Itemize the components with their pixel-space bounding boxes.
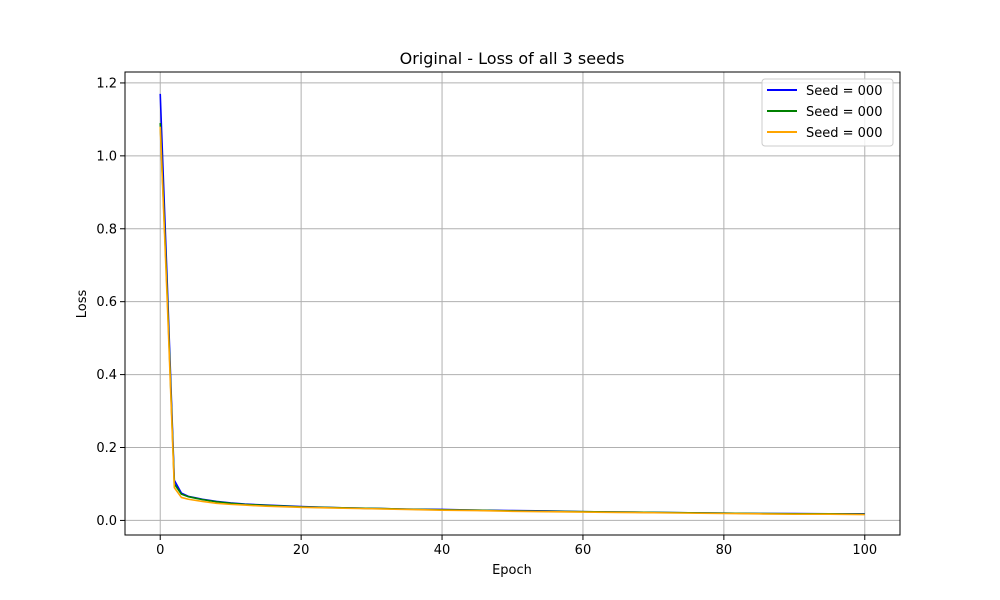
legend-box xyxy=(761,78,894,147)
x-tick-label: 100 xyxy=(852,543,877,558)
x-tick-label: 60 xyxy=(575,543,592,558)
series-layer xyxy=(159,93,865,516)
y-tick-label: 0.4 xyxy=(96,368,117,383)
chart-title: Original - Loss of all 3 seeds xyxy=(400,49,625,68)
y-tick-label: 1.0 xyxy=(96,149,117,164)
y-tick-label: 0.2 xyxy=(96,441,117,456)
y-tick-label: 0.0 xyxy=(96,514,117,529)
x-tick-label: 0 xyxy=(156,543,164,558)
x-tick-label: 40 xyxy=(434,543,451,558)
legend-label-seed-3: Seed = 000 xyxy=(806,126,882,141)
series-line-seed-3 xyxy=(159,126,865,516)
y-tick-label: 0.8 xyxy=(96,222,117,237)
y-axis-label: Loss xyxy=(75,290,90,319)
x-axis-label: Epoch xyxy=(492,563,532,578)
y-tick-label: 0.6 xyxy=(96,295,117,310)
tick-layer: 0 20 40 60 80 100 0.0 0.2 0.4 0.6 0.8 1.0 1.2 xyxy=(96,76,877,558)
y-tick-label: 1.2 xyxy=(96,76,117,91)
legend-label-seed-1: Seed = 000 xyxy=(806,84,882,99)
plot-frame xyxy=(124,71,901,536)
x-tick-label: 20 xyxy=(293,543,310,558)
x-tick-label: 80 xyxy=(716,543,733,558)
legend: Seed = 000 Seed = 000 Seed = 000 xyxy=(761,78,894,147)
grid-layer xyxy=(125,72,900,535)
legend-label-seed-2: Seed = 000 xyxy=(806,105,882,120)
